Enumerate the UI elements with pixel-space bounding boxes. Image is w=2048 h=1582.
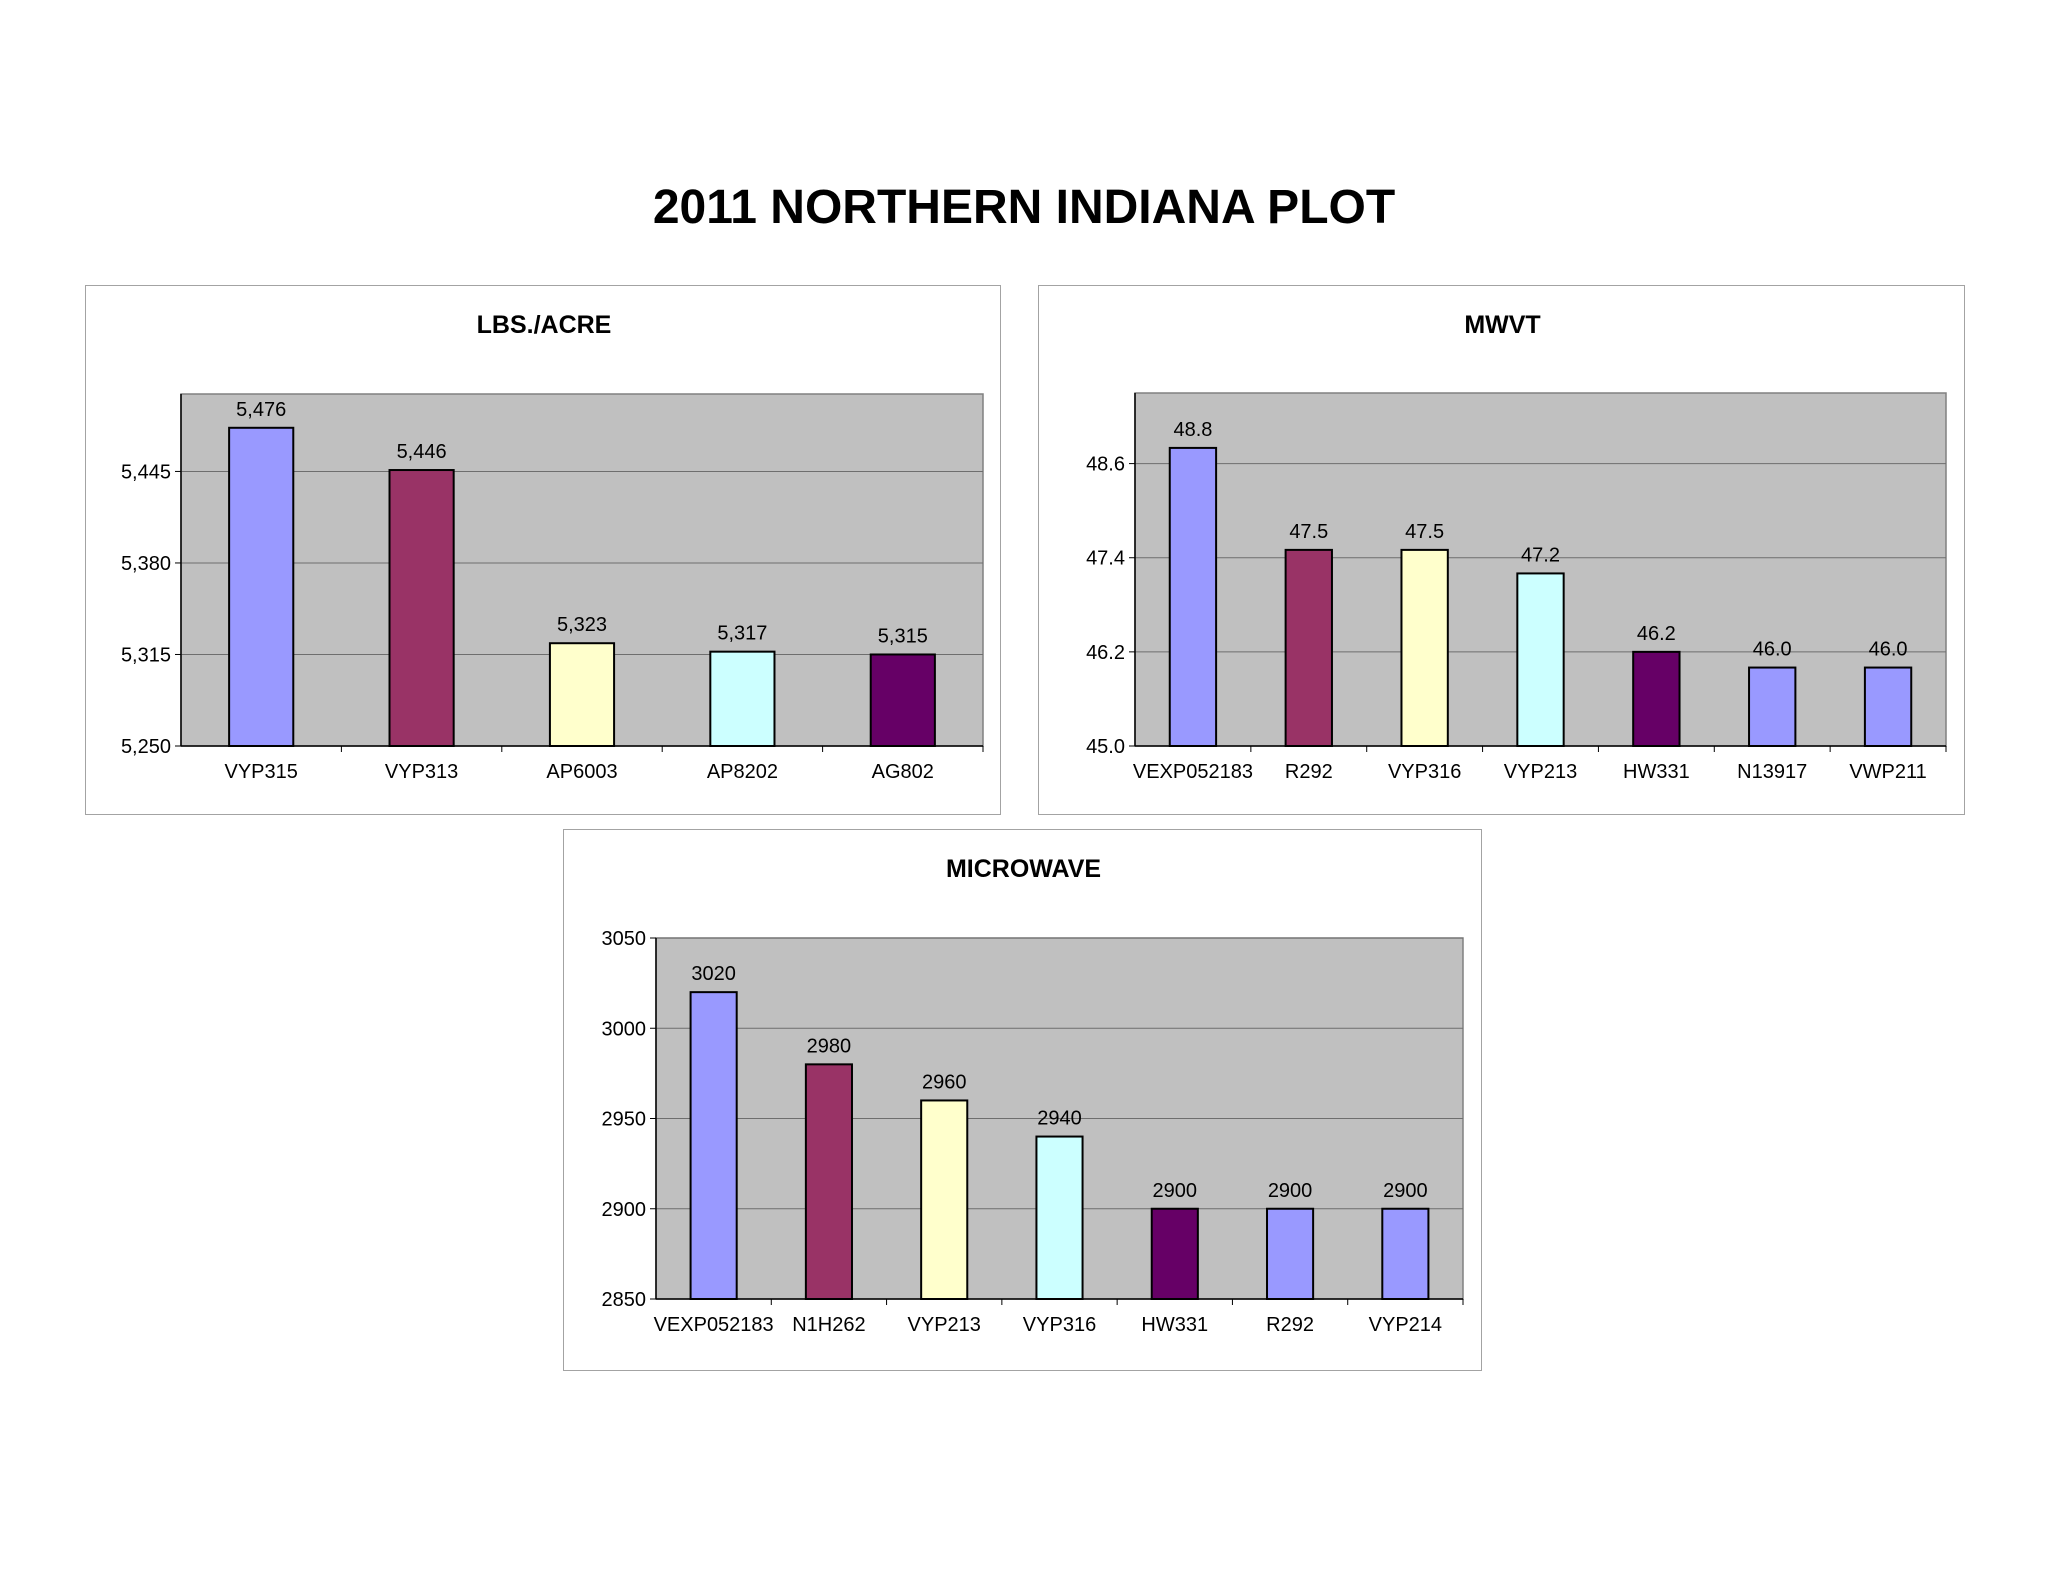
chart-title: MICROWAVE <box>946 855 1101 883</box>
bar-ag802 <box>869 653 936 748</box>
x-tick-label: HW331 <box>1623 761 1690 783</box>
mwvt-chart: MWVT 45.0 46.2 47.4 48.6 48.8 VEXP052183 47.5 R2… <box>1086 311 1947 783</box>
y-tick-label: 5,445 <box>121 461 171 483</box>
data-label: 2900 <box>1268 1180 1313 1202</box>
x-tick-label: VYP316 <box>1023 1314 1096 1336</box>
data-label: 3020 <box>691 963 736 985</box>
bar-vyp213 <box>920 1099 969 1301</box>
bar-vyp316 <box>1035 1135 1084 1300</box>
y-tick-label: 5,380 <box>121 553 171 575</box>
y-tick-label: 3000 <box>602 1018 647 1040</box>
bar-hw331 <box>1150 1207 1199 1300</box>
x-tick-label: VYP214 <box>1369 1314 1442 1336</box>
bar-vyp213 <box>1516 572 1565 747</box>
bar-n1h262 <box>804 1063 853 1300</box>
data-label: 47.2 <box>1521 544 1560 566</box>
chart-title: MWVT <box>1464 311 1540 339</box>
lbs-acre-chart: LBS./ACRE 5,250 5,315 5,380 5,445 5,476 VYP315… <box>121 311 984 783</box>
y-tick-label: 48.6 <box>1086 454 1125 476</box>
x-tick-label: HW331 <box>1141 1314 1208 1336</box>
data-label: 46.0 <box>1753 639 1792 661</box>
y-tick-label: 45.0 <box>1086 736 1125 758</box>
data-label: 5,317 <box>717 623 767 645</box>
x-tick-label: R292 <box>1266 1314 1314 1336</box>
y-tick-label: 2950 <box>602 1109 647 1131</box>
bar-r292 <box>1266 1207 1315 1300</box>
y-tick-label: 5,250 <box>121 736 171 758</box>
x-tick-label: R292 <box>1285 761 1333 783</box>
x-tick-label: VYP313 <box>385 761 458 783</box>
data-label: 5,446 <box>397 441 447 463</box>
x-tick-label: N13917 <box>1737 761 1807 783</box>
y-tick-label: 2900 <box>602 1199 647 1221</box>
x-tick-label: VWP211 <box>1849 761 1926 783</box>
bar-vyp214 <box>1381 1207 1430 1300</box>
bar-ap8202 <box>709 650 776 747</box>
bar-r292 <box>1284 548 1333 747</box>
chart-title: LBS./ACRE <box>477 311 612 339</box>
y-tick-label: 3050 <box>602 928 647 950</box>
bar-vyp315 <box>228 426 295 748</box>
x-tick-label: VEXP052183 <box>654 1314 774 1336</box>
data-label: 5,323 <box>557 614 607 636</box>
x-tick-label: AP6003 <box>546 761 617 783</box>
y-tick-label: 5,315 <box>121 644 171 666</box>
x-tick-label: AP8202 <box>707 761 778 783</box>
x-tick-label: AG802 <box>872 761 934 783</box>
page-title: 2011 NORTHERN INDIANA PLOT <box>652 181 1396 234</box>
data-label: 47.5 <box>1289 521 1328 543</box>
bar-n13917 <box>1748 666 1797 747</box>
x-tick-label: VYP213 <box>1504 761 1577 783</box>
y-tick-label: 46.2 <box>1086 642 1125 664</box>
bar-ap6003 <box>548 642 616 747</box>
data-label: 5,476 <box>236 399 286 421</box>
data-label: 2980 <box>807 1035 852 1057</box>
x-tick-label: VYP213 <box>908 1314 981 1336</box>
chart-panel-microwave: MICROWAVE 2850 2900 2950 3000 3050 3020 VEXP052… <box>563 829 1482 1371</box>
data-label: 2940 <box>1037 1108 1082 1130</box>
data-label: 47.5 <box>1405 521 1444 543</box>
y-tick-label: 47.4 <box>1086 548 1125 570</box>
data-label: 2960 <box>922 1071 967 1093</box>
bar-vyp316 <box>1400 548 1449 747</box>
data-label: 48.8 <box>1173 419 1212 441</box>
chart-panel-mwvt: MWVT 45.0 46.2 47.4 48.6 48.8 VEXP052183 47.5 R2… <box>1038 285 1965 815</box>
y-tick-label: 2850 <box>602 1289 647 1311</box>
data-label: 46.0 <box>1869 639 1908 661</box>
data-label: 2900 <box>1383 1180 1428 1202</box>
bar-vexp052183 <box>1168 446 1218 748</box>
x-tick-label: VYP316 <box>1388 761 1461 783</box>
data-label: 46.2 <box>1637 623 1676 645</box>
chart-panel-lbs-acre: LBS./ACRE 5,250 5,315 5,380 5,445 5,476 VYP315… <box>85 285 1001 815</box>
x-tick-label: N1H262 <box>792 1314 865 1336</box>
data-label: 2900 <box>1153 1180 1198 1202</box>
microwave-chart: MICROWAVE 2850 2900 2950 3000 3050 3020 VEXP052… <box>602 855 1464 1336</box>
bar-vyp313 <box>388 469 455 747</box>
bar-hw331 <box>1632 650 1681 747</box>
bar-vexp052183 <box>689 991 738 1300</box>
x-tick-label: VEXP052183 <box>1133 761 1253 783</box>
x-tick-label: VYP315 <box>225 761 298 783</box>
data-label: 5,315 <box>878 625 928 647</box>
bar-vwp211 <box>1863 666 1913 747</box>
